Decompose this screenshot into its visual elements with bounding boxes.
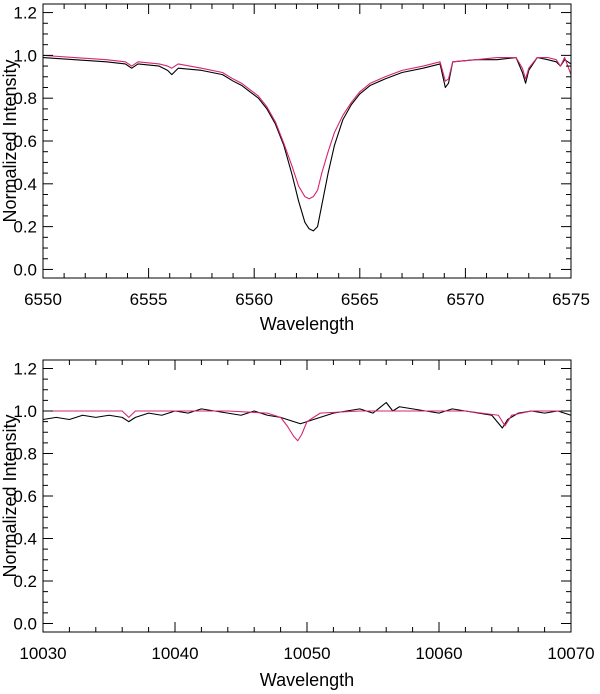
x-axis-title: Wavelength [260, 670, 354, 690]
y-tick-label: 1.0 [13, 46, 37, 65]
series-line-model [43, 410, 571, 442]
y-tick-label: 0.4 [13, 530, 37, 549]
x-tick-label: 6570 [446, 290, 484, 309]
chart-panel-2: 10030 10040 10050 10060 10070 0.0 0.2 0.4 0.6 0.8… [0, 359, 595, 690]
plot-frame [42, 359, 572, 633]
x-tick-label: 6575 [552, 290, 590, 309]
series-line-observed [42, 401, 572, 429]
x-tick-label: 6555 [130, 290, 168, 309]
y-tick-label: 0.6 [13, 487, 37, 506]
plot-frame [42, 3, 572, 279]
y-tick-label: 0.0 [13, 615, 37, 634]
x-tick-label: 10060 [415, 644, 462, 663]
x-tick-label: 10030 [19, 644, 66, 663]
y-axis-title: Normalized Intensity [0, 59, 20, 222]
series-line-model [42, 54, 572, 200]
x-tick-label: 6565 [341, 290, 379, 309]
y-tick-label: 0.2 [13, 218, 37, 237]
y-tick-label: 1.0 [13, 402, 37, 421]
x-tick-label: 10040 [151, 644, 198, 663]
x-tick-label: 6550 [24, 290, 62, 309]
y-axis-title: Normalized Intensity [0, 414, 20, 577]
series-line-observed [42, 56, 572, 232]
y-tick-label: 0.8 [13, 445, 37, 464]
x-tick-label: 10070 [547, 644, 594, 663]
y-tick-label: 0.8 [13, 89, 37, 108]
x-axis-title: Wavelength [260, 314, 354, 334]
x-tick-label: 10050 [283, 644, 330, 663]
y-tick-label: 0.6 [13, 132, 37, 151]
x-tick-label: 6560 [235, 290, 273, 309]
chart-panel-1: 6550 6555 6560 6565 6570 6575 0.0 0.2 0.4 0.6 0.8 1… [0, 3, 590, 334]
y-tick-label: 1.2 [13, 4, 37, 23]
y-tick-label: 0.0 [13, 260, 37, 279]
y-tick-label: 0.2 [13, 572, 37, 591]
y-tick-label: 1.2 [13, 360, 37, 379]
y-tick-label: 0.4 [13, 175, 37, 194]
